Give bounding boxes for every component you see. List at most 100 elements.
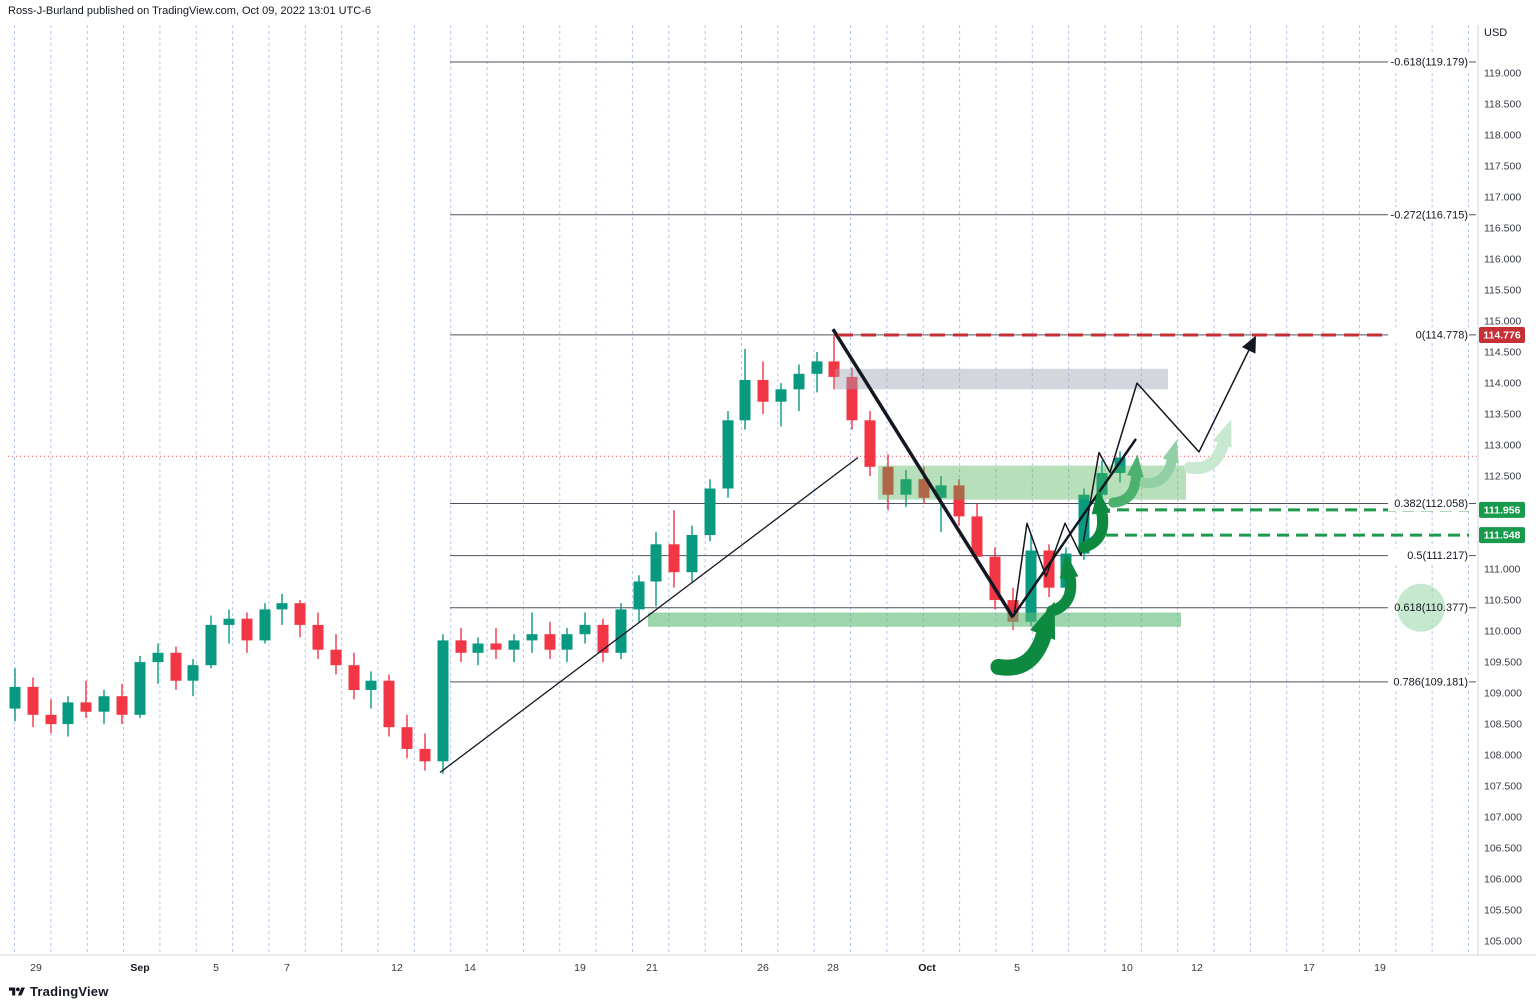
candle-body [241, 618, 253, 641]
time-tick-label[interactable]: 17 [1303, 962, 1315, 974]
time-tick-label[interactable]: 10 [1121, 962, 1133, 974]
time-tick-label[interactable]: 5 [1014, 962, 1020, 974]
support-zone-green[interactable] [648, 612, 1181, 627]
price-tick-label: 117.000 [1484, 192, 1521, 204]
candle-body [259, 609, 271, 641]
candle-body [330, 649, 342, 666]
recovery-line[interactable] [1011, 438, 1138, 617]
candle-body [205, 624, 217, 666]
price-tick-label: 113.000 [1484, 440, 1521, 452]
candle-body [704, 488, 716, 535]
time-tick-label[interactable]: 7 [284, 962, 290, 974]
candle-body [650, 544, 662, 582]
candle-body [739, 379, 751, 421]
time-tick-label[interactable]: 29 [30, 962, 42, 974]
candle-body [27, 686, 39, 715]
price-tick-label: 113.500 [1484, 409, 1521, 421]
candle-body [437, 640, 449, 762]
price-tick-label: 107.000 [1484, 812, 1522, 824]
candle-body [223, 618, 235, 625]
momentum-arrow[interactable] [1030, 553, 1091, 614]
candle-body [686, 534, 698, 573]
time-tick-label[interactable]: Oct [918, 962, 936, 974]
candle-body [490, 643, 502, 650]
price-badge [1479, 527, 1525, 544]
candle-body [668, 544, 680, 573]
time-tick-label[interactable]: 19 [574, 962, 586, 974]
candle-body [579, 624, 591, 635]
attribution-text: Ross-J-Burland published on TradingView.… [8, 5, 371, 17]
candle-body [312, 624, 324, 650]
time-tick-label[interactable]: 5 [213, 962, 219, 974]
candle-body [615, 609, 627, 653]
candle-body [62, 702, 74, 725]
price-badge-label: 114.776 [1483, 329, 1521, 341]
price-tick-label: 114.000 [1484, 378, 1521, 390]
decline-line[interactable] [831, 328, 1015, 619]
tradingview-logo[interactable]: TradingView [9, 984, 109, 999]
price-badge-label: 111.548 [1484, 530, 1521, 542]
price-tick-label: 108.000 [1484, 750, 1522, 762]
price-tick-label: 106.000 [1484, 874, 1522, 886]
price-tick-label: 107.500 [1484, 781, 1522, 793]
candle-body [864, 420, 876, 467]
price-tick-label: 108.500 [1484, 719, 1522, 731]
price-tick-label: 105.000 [1484, 936, 1522, 948]
candle-body [365, 680, 377, 690]
candle-body [935, 485, 947, 498]
time-tick-label[interactable]: 26 [757, 962, 769, 974]
candle-body [9, 686, 21, 709]
candle-body [98, 696, 110, 712]
price-tick-label: 116.000 [1484, 254, 1521, 266]
candle-body [597, 624, 609, 653]
price-tick-label: 116.500 [1484, 223, 1521, 235]
price-tick-label: 109.500 [1484, 657, 1522, 669]
candle-body [419, 748, 431, 762]
candle-body [134, 662, 146, 715]
time-tick-label[interactable]: 12 [1191, 962, 1203, 974]
candle-body [348, 665, 360, 690]
time-tick-label[interactable]: 19 [1374, 962, 1386, 974]
fib-level-label: -0.618(119.179) [1391, 57, 1468, 69]
highlight-circle[interactable] [1397, 583, 1445, 632]
fib-label-bg [1388, 327, 1469, 343]
candle-body [80, 702, 92, 712]
candle-body [1025, 550, 1037, 622]
candle-body [1078, 494, 1090, 554]
candle-body [383, 680, 395, 728]
ascending-trendline[interactable] [439, 456, 859, 773]
projection-path[interactable] [1013, 335, 1256, 616]
price-tick-label: 111.000 [1484, 564, 1521, 576]
price-tick-label: 110.000 [1484, 626, 1521, 638]
candle-body [828, 361, 840, 377]
candle-body [1114, 457, 1126, 473]
candle-body [152, 652, 164, 663]
candle-body [633, 581, 645, 610]
candle-body [170, 652, 182, 681]
price-tick-label: 109.000 [1484, 688, 1522, 700]
time-tick-label[interactable]: 14 [464, 962, 476, 974]
candle-body [544, 634, 556, 650]
tradingview-logo-icon [9, 986, 25, 996]
candle-body [722, 420, 734, 489]
candle-body [989, 556, 1001, 601]
time-tick-label[interactable]: 12 [391, 962, 403, 974]
time-tick-label[interactable]: 28 [827, 962, 839, 974]
candle-body [401, 727, 413, 749]
price-tick-label: 115.000 [1484, 316, 1521, 328]
supply-zone-gray[interactable] [835, 368, 1168, 390]
candle-body [1096, 472, 1108, 495]
time-tick-label[interactable]: 21 [646, 962, 658, 974]
price-axis-currency-label: USD [1484, 27, 1507, 39]
fib-level-label: 0(114.778) [1416, 329, 1468, 341]
candle-body [561, 634, 573, 650]
fib-label-bg [1388, 54, 1469, 70]
candle-body [757, 379, 769, 402]
candle-body [793, 373, 805, 390]
candle-body [846, 376, 858, 421]
candle-body [508, 640, 520, 650]
price-tick-label: 115.500 [1484, 285, 1521, 297]
candle-body [953, 485, 965, 517]
time-tick-label[interactable]: Sep [130, 962, 149, 974]
